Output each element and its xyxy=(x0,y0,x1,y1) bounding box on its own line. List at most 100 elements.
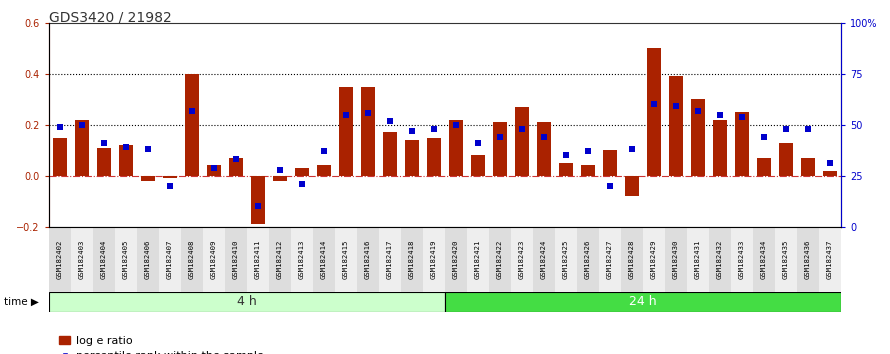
Text: GSM182410: GSM182410 xyxy=(233,240,239,279)
Bar xyxy=(753,227,775,292)
Bar xyxy=(401,227,423,292)
Text: GSM182405: GSM182405 xyxy=(123,240,129,279)
Text: GSM182425: GSM182425 xyxy=(563,240,569,279)
Bar xyxy=(137,227,159,292)
Bar xyxy=(251,176,264,224)
Bar xyxy=(291,227,313,292)
Point xyxy=(273,167,287,172)
Text: GSM182409: GSM182409 xyxy=(211,240,217,279)
Bar xyxy=(472,155,485,176)
Text: GSM182404: GSM182404 xyxy=(101,240,107,279)
Point xyxy=(449,122,463,128)
Point xyxy=(295,181,309,187)
Text: GSM182422: GSM182422 xyxy=(497,240,503,279)
Bar xyxy=(71,227,93,292)
Point xyxy=(251,203,265,209)
Point xyxy=(317,148,331,154)
Bar xyxy=(423,227,445,292)
Bar xyxy=(603,150,617,176)
Bar xyxy=(757,158,771,176)
Bar xyxy=(780,143,793,176)
Bar xyxy=(76,120,89,176)
Point xyxy=(559,153,573,158)
Bar xyxy=(97,148,110,176)
Bar xyxy=(49,292,445,312)
Text: GSM182431: GSM182431 xyxy=(695,240,701,279)
Bar xyxy=(515,107,529,176)
Point xyxy=(735,114,749,120)
Bar xyxy=(269,227,291,292)
Bar xyxy=(185,74,198,176)
Text: GSM182436: GSM182436 xyxy=(805,240,811,279)
Bar xyxy=(225,227,247,292)
Text: GSM182418: GSM182418 xyxy=(409,240,415,279)
Bar xyxy=(357,227,379,292)
Point xyxy=(493,134,507,140)
Text: GSM182414: GSM182414 xyxy=(321,240,327,279)
Bar xyxy=(669,76,683,176)
Point xyxy=(756,134,771,140)
Point xyxy=(53,124,67,130)
Text: GSM182424: GSM182424 xyxy=(541,240,547,279)
Bar xyxy=(449,120,463,176)
Text: GSM182413: GSM182413 xyxy=(299,240,305,279)
Bar xyxy=(49,227,71,292)
Text: GSM182427: GSM182427 xyxy=(607,240,613,279)
Text: 4 h: 4 h xyxy=(237,295,257,308)
Point xyxy=(779,126,793,132)
Bar xyxy=(318,166,330,176)
Text: GSM182433: GSM182433 xyxy=(739,240,745,279)
Bar xyxy=(581,166,595,176)
Point xyxy=(581,148,595,154)
Point xyxy=(339,112,353,118)
Bar xyxy=(626,176,639,196)
Text: GDS3420 / 21982: GDS3420 / 21982 xyxy=(49,11,172,25)
Text: GSM182403: GSM182403 xyxy=(79,240,85,279)
Text: GSM182434: GSM182434 xyxy=(761,240,767,279)
Bar xyxy=(313,227,335,292)
Bar xyxy=(207,166,221,176)
Bar xyxy=(159,227,181,292)
Point xyxy=(801,126,815,132)
Bar xyxy=(230,158,243,176)
Bar xyxy=(665,227,687,292)
Bar xyxy=(379,227,401,292)
Text: GSM182420: GSM182420 xyxy=(453,240,459,279)
Point xyxy=(471,140,485,146)
Bar xyxy=(709,227,731,292)
Bar xyxy=(339,87,352,176)
Bar xyxy=(53,137,67,176)
Bar xyxy=(823,171,837,176)
Bar xyxy=(273,176,287,181)
Text: GSM182419: GSM182419 xyxy=(431,240,437,279)
Text: GSM182412: GSM182412 xyxy=(277,240,283,279)
Text: GSM182408: GSM182408 xyxy=(189,240,195,279)
Bar xyxy=(427,137,441,176)
Legend: log e ratio, percentile rank within the sample: log e ratio, percentile rank within the … xyxy=(54,331,268,354)
Point xyxy=(119,144,134,150)
Point xyxy=(383,118,397,124)
Bar xyxy=(643,227,665,292)
Bar xyxy=(445,227,467,292)
Bar xyxy=(577,227,599,292)
Point xyxy=(206,165,221,170)
Bar xyxy=(115,227,137,292)
Text: GSM182402: GSM182402 xyxy=(57,240,63,279)
Bar xyxy=(181,227,203,292)
Point xyxy=(141,147,155,152)
Bar xyxy=(560,163,572,176)
Bar xyxy=(406,140,418,176)
Bar xyxy=(647,48,660,176)
Bar xyxy=(797,227,819,292)
Text: GSM182411: GSM182411 xyxy=(255,240,261,279)
Bar xyxy=(714,120,726,176)
Bar xyxy=(621,227,643,292)
Point xyxy=(669,104,684,109)
Text: GSM182428: GSM182428 xyxy=(629,240,635,279)
Text: GSM182421: GSM182421 xyxy=(475,240,481,279)
Bar xyxy=(164,176,176,178)
Bar xyxy=(467,227,489,292)
Text: GSM182416: GSM182416 xyxy=(365,240,371,279)
Point xyxy=(647,102,661,107)
Point xyxy=(185,108,199,113)
